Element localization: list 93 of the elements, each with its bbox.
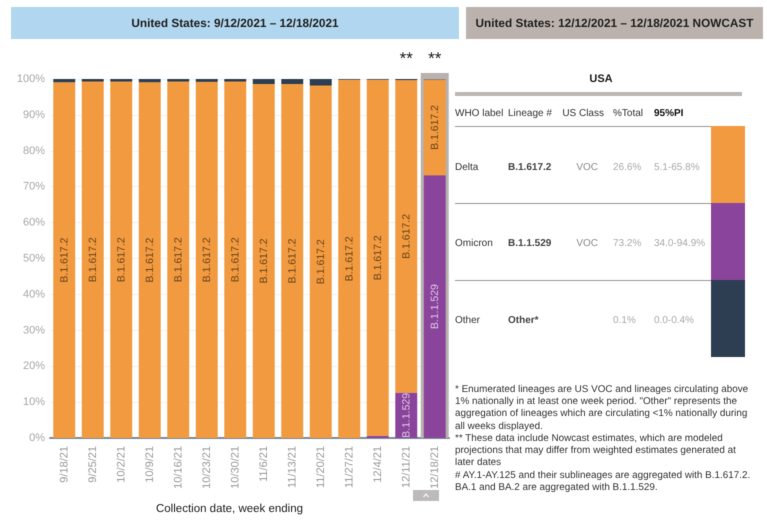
annotation: **: [400, 49, 414, 68]
text: WHO label: [455, 107, 504, 120]
x-tick-label: 12/4/21: [372, 446, 384, 483]
text: B.1.617.2: [508, 161, 552, 174]
bar: [196, 79, 218, 82]
annotation: **: [428, 49, 442, 68]
bar: [53, 79, 76, 82]
text: 73.2%: [613, 237, 642, 250]
text: USA: [588, 73, 614, 86]
text: B.1.1.529: [508, 237, 552, 250]
y-tick-label: 40%: [22, 288, 46, 300]
text: B.1.617.2: [229, 237, 242, 282]
y-tick-label: 70%: [22, 180, 46, 193]
text: Lineage #: [508, 107, 552, 120]
text: B.1.617.2: [200, 237, 213, 282]
text: ** These data include Nowcast estimates, which are modeled projections that may differ from weighted estimates generated at later dates: [455, 433, 737, 470]
text: B.1.617.2: [144, 238, 156, 283]
bar: [224, 82, 246, 438]
x-axis-title: Collection date, week ending: [156, 503, 304, 515]
x-tick-label: 11/27/21: [343, 446, 356, 488]
y-tick-label: 90%: [22, 108, 46, 121]
text: B.1.617.2: [258, 238, 270, 284]
bar: [53, 82, 76, 438]
text: B.1.617.2: [314, 239, 327, 284]
text: B.1.617.2: [372, 235, 384, 280]
bar: [196, 82, 218, 438]
series-label: B.1.617.2: [58, 237, 70, 283]
bar: [310, 79, 332, 86]
text: # AY.1-AY.125 and their sublineages are aggregated with B.1.617.2. BA.1 and BA.2 are aggregated with B.1.1.529.: [455, 470, 751, 494]
text: 0.0-0.4%: [654, 314, 694, 327]
y-tick-label: 100%: [16, 73, 46, 85]
bar: [110, 82, 132, 438]
text: VOC: [576, 161, 598, 174]
text: B.1.617.2: [428, 104, 441, 150]
bar: [138, 82, 161, 438]
text: B.1.617.2: [86, 237, 99, 282]
x-tick-label: 10/16/21: [172, 446, 184, 489]
text: 34.0-94.9%: [654, 237, 706, 250]
y-tick-label: 60%: [22, 216, 46, 229]
text: 5.1-65.8%: [654, 161, 700, 174]
text: B.1.617.2: [172, 237, 184, 282]
y-tick-label: 50%: [22, 252, 46, 264]
x-tick-label: 10/9/21: [144, 446, 156, 483]
bar: [281, 84, 304, 438]
text: * Enumerated lineages are US VOC and lineages circulating above 1% nationally in at least one week period. "Other" represents the aggregation of lineages which are circulating <1% nationally during all weeks displayed.: [455, 384, 750, 433]
text: US Class: [562, 107, 604, 120]
text: Other*: [508, 314, 539, 327]
x-tick-label: 11/13/21: [286, 446, 298, 488]
bar: [281, 79, 304, 84]
text: Delta: [455, 161, 478, 174]
text: %Total: [613, 107, 644, 120]
bar: [224, 79, 246, 82]
x-tick-label: 12/11/21: [400, 446, 412, 488]
bar: [82, 82, 104, 438]
bar: [424, 80, 446, 176]
text: 26.6%: [613, 161, 642, 174]
text: VOC: [576, 237, 598, 250]
y-tick-label: 30%: [22, 324, 46, 336]
text: B.1.617.2: [286, 238, 298, 284]
x-tick-label: 9/18/21: [58, 446, 70, 483]
y-tick-label: 10%: [22, 396, 46, 408]
bar: [167, 82, 190, 438]
text: B.1.1.529: [428, 284, 441, 330]
text: B.1.617.2: [343, 236, 356, 282]
y-tick-label: 0%: [29, 432, 46, 444]
text: United States: 12/12/2021 – 12/18/2021 NOWCAST: [466, 7, 763, 39]
bar: [338, 80, 360, 438]
text: 95%PI: [654, 107, 684, 120]
bar: [252, 79, 275, 84]
y-tick-label: 20%: [22, 360, 46, 372]
y-tick-label: 80%: [22, 144, 46, 157]
bar: [366, 80, 389, 436]
bar: [138, 79, 161, 82]
text: Other: [455, 314, 480, 327]
x-tick-label: 11/20/21: [314, 446, 327, 488]
text: B.1.617.2: [115, 237, 128, 282]
bar: [110, 79, 132, 82]
x-tick-label: 12/18/21: [428, 446, 441, 489]
text: 0.1%: [613, 314, 636, 327]
x-tick-label: 10/2/21: [115, 446, 128, 483]
bar: [167, 79, 190, 82]
bar: [82, 79, 104, 82]
x-tick-label: 10/23/21: [200, 446, 213, 489]
text: Omicron: [455, 237, 493, 250]
x-tick-label: 11/6/21: [258, 446, 270, 482]
x-tick-label: 10/30/21: [229, 446, 242, 489]
bar: [252, 84, 275, 438]
x-tick-label: 9/25/21: [86, 446, 99, 483]
bar: [395, 80, 418, 393]
chart-title: United States: 9/12/2021 – 12/18/2021: [11, 7, 459, 39]
series-label: B.1.1.529: [400, 392, 412, 438]
text: B.1.617.2: [400, 214, 412, 259]
bar: [310, 85, 332, 438]
